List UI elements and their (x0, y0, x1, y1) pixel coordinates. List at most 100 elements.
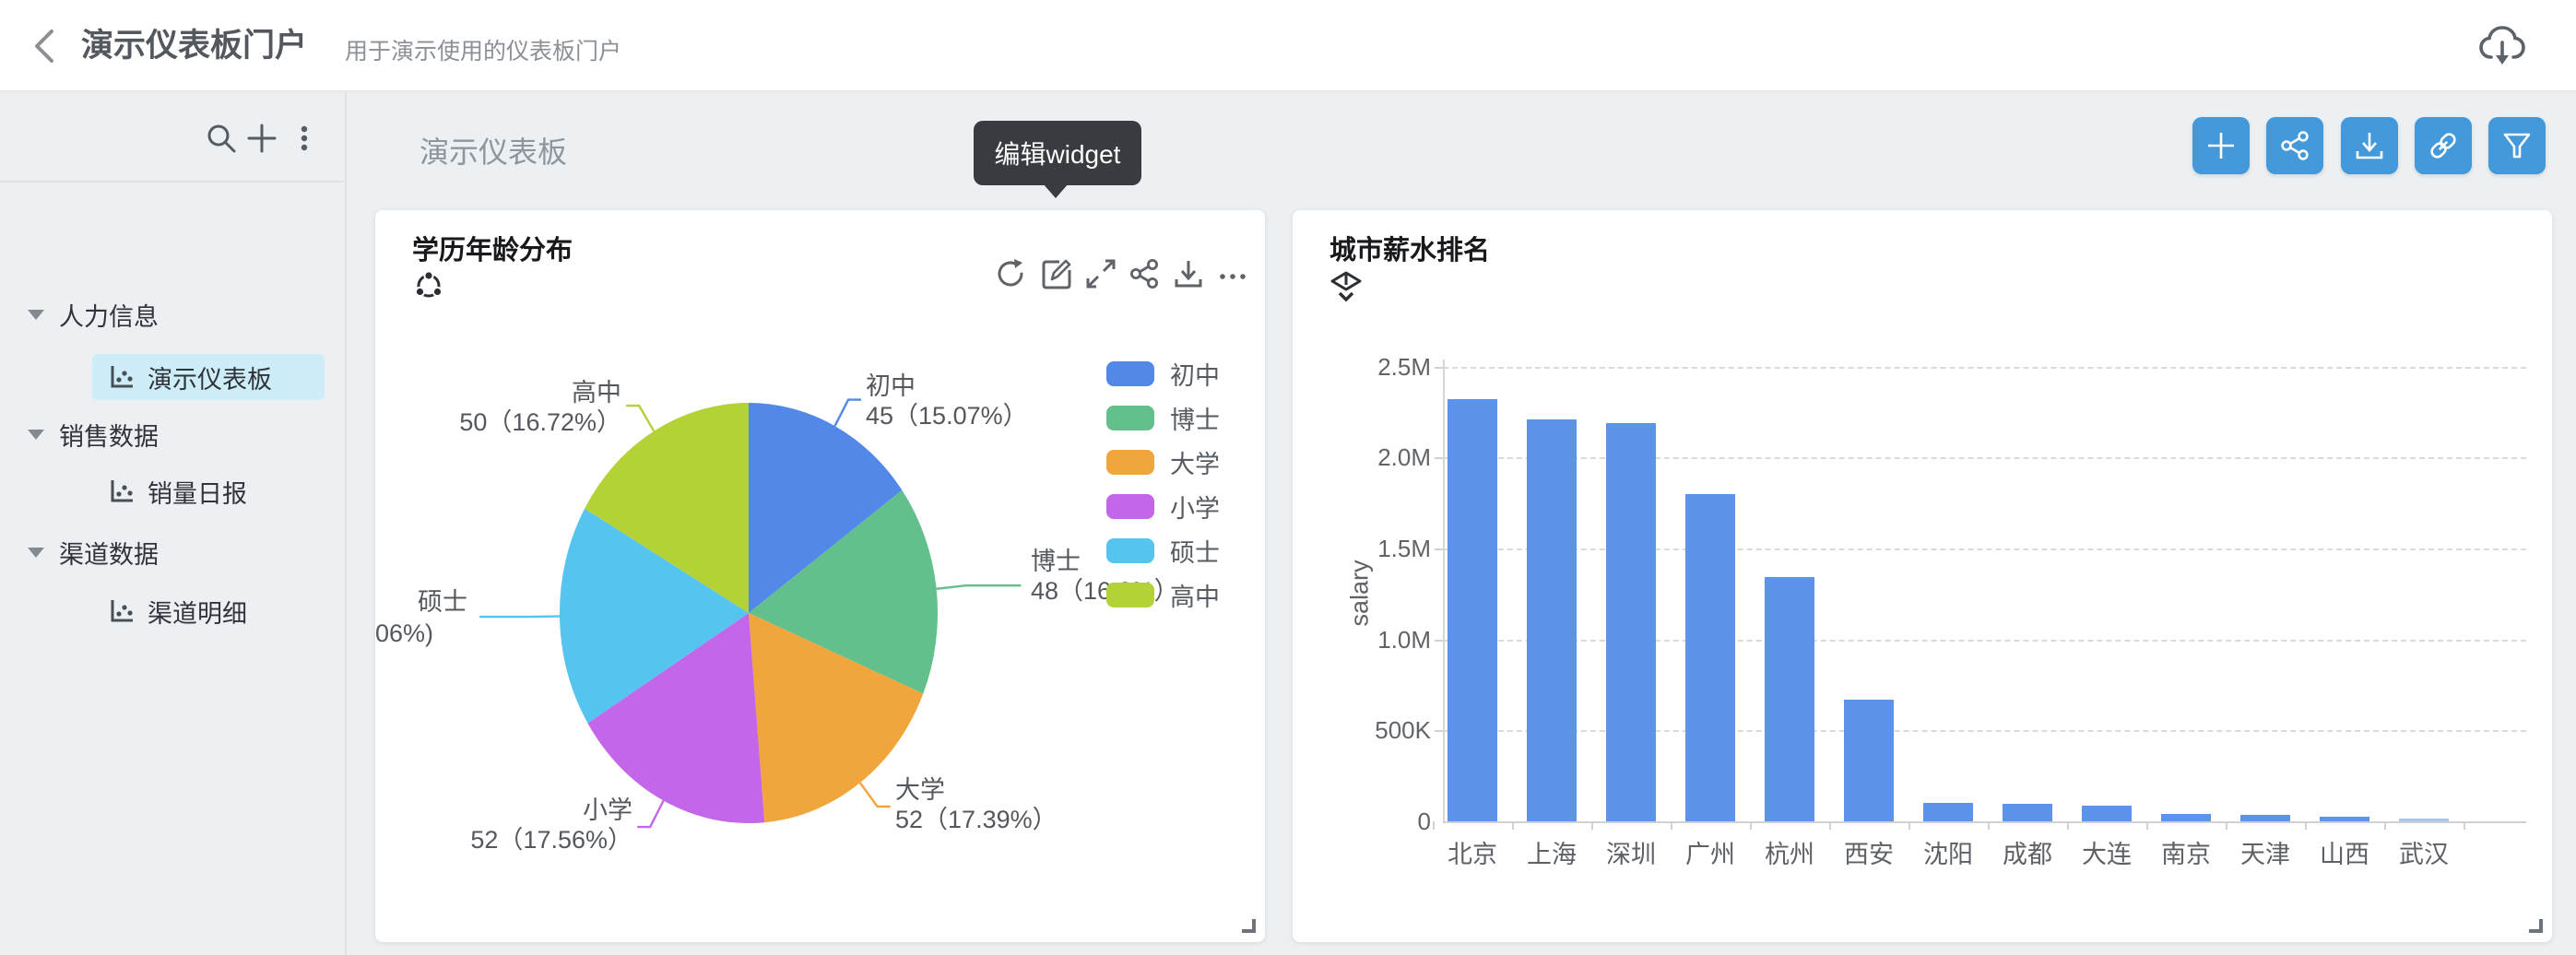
bar-南京[interactable] (2161, 814, 2211, 821)
caret-down-icon[interactable] (28, 547, 44, 558)
legend-swatch (1106, 406, 1154, 430)
x-axis-line (1443, 821, 2526, 823)
gridline (1443, 548, 2526, 550)
tooltip-arrow (1043, 183, 1069, 198)
bar-杭州[interactable] (1765, 577, 1814, 821)
bar-北京[interactable] (1448, 399, 1497, 821)
back-button[interactable] (26, 26, 66, 66)
resize-handle-icon[interactable] (1242, 919, 1256, 933)
x-tick (2305, 821, 2307, 830)
add-widget-button[interactable] (2192, 117, 2250, 174)
more-options-button[interactable] (1215, 256, 1250, 291)
x-tick-label: 沈阳 (1923, 841, 1973, 868)
x-tick (2067, 821, 2069, 830)
pie-slice-高中[interactable] (585, 403, 749, 613)
x-tick (2464, 821, 2465, 830)
panel-title: 学历年龄分布 (412, 236, 573, 265)
pie-slice-初中[interactable] (749, 403, 903, 613)
portal-title: 演示仪表板门户 (81, 28, 308, 64)
y-tick-label: 1.0M (1377, 625, 1431, 654)
tree-group-label: 人力信息 (59, 302, 159, 331)
share-button[interactable] (2266, 117, 2323, 174)
tree-group-label: 销售数据 (59, 422, 159, 451)
filter-icon (2503, 133, 2531, 159)
bar-武汉[interactable] (2399, 819, 2449, 821)
bar-上海[interactable] (1527, 419, 1577, 821)
bar-山西[interactable] (2320, 817, 2369, 821)
tree-item-demo-dashboard[interactable]: 演示仪表板 (92, 354, 325, 400)
panel-title: 城市薪水排名 (1329, 236, 1491, 265)
x-tick (1988, 821, 1990, 830)
y-tick (1435, 548, 1443, 550)
y-axis-title: salary (1345, 560, 1374, 627)
legend-label: 大学 (1170, 451, 1220, 478)
x-tick (1750, 821, 1752, 830)
add-button[interactable] (245, 122, 278, 155)
caret-down-icon[interactable] (28, 429, 44, 440)
sidebar-icon-row (0, 92, 345, 183)
bar-广州[interactable] (1685, 494, 1735, 821)
pie-label-line (858, 782, 891, 808)
legend-label: 初中 (1170, 362, 1220, 390)
search-icon (207, 124, 236, 153)
portal-subtitle: 用于演示使用的仪表板门户 (345, 39, 622, 65)
legend-item-博士[interactable]: 博士 (1106, 400, 1220, 436)
tree-group-sales[interactable]: 销售数据 (28, 411, 159, 457)
tree-group-hr[interactable]: 人力信息 (28, 291, 159, 337)
top-header: 演示仪表板门户 用于演示使用的仪表板门户 (0, 0, 2576, 92)
bar-西安[interactable] (1844, 700, 1894, 821)
legend-item-小学[interactable]: 小学 (1106, 489, 1220, 525)
pie-label-line (637, 799, 665, 829)
expand-button[interactable] (1083, 256, 1118, 291)
pie-slice-大学[interactable] (749, 613, 924, 823)
legend-item-初中[interactable]: 初中 (1106, 356, 1220, 392)
pie-label-大学: 大学 52（17.39%） (895, 776, 1058, 833)
panel-city-salary: 城市薪水排名 0 500K 1.0M 1.5M 2.0M 2.5M 北京 上海 深圳 广州 杭州 西安… (1293, 210, 2552, 942)
x-tick-label: 北京 (1448, 841, 1497, 868)
x-tick (2384, 821, 2386, 830)
tree-group-channel[interactable]: 渠道数据 (28, 529, 159, 575)
share-icon (2281, 131, 2309, 160)
bar-沈阳[interactable] (1923, 803, 1973, 821)
export-widget-button[interactable] (1171, 256, 1206, 291)
download-button[interactable] (2341, 117, 2398, 174)
refresh-button[interactable] (993, 256, 1028, 291)
pie-slice-硕士[interactable] (559, 508, 749, 724)
y-tick (1435, 730, 1443, 733)
pie-slice-博士[interactable] (749, 489, 939, 694)
pie-label-line (626, 404, 656, 432)
edit-widget-button[interactable] (1039, 256, 1074, 291)
tree-item-channel-detail[interactable]: 渠道明细 (92, 588, 325, 634)
more-menu-button[interactable] (288, 122, 321, 155)
filter-button[interactable] (2488, 117, 2546, 174)
legend-item-大学[interactable]: 大学 (1106, 444, 1220, 480)
bar-天津[interactable] (2240, 815, 2290, 821)
tree-leaf-label: 销量日报 (148, 479, 247, 508)
y-axis-line (1443, 359, 1445, 823)
gridline (1443, 366, 2526, 369)
legend-item-硕士[interactable]: 硕士 (1106, 533, 1220, 569)
bar-大连[interactable] (2082, 806, 2132, 821)
pie-label-硕士: 硕士 (418, 588, 467, 616)
y-tick-label: 1.5M (1377, 534, 1431, 562)
x-tick (2226, 821, 2227, 830)
plus-icon (2208, 133, 2234, 159)
drill-down-icon[interactable] (1329, 269, 1363, 306)
share-widget-button[interactable] (1127, 256, 1162, 291)
pie-slice-小学[interactable] (587, 613, 765, 824)
caret-down-icon[interactable] (28, 309, 44, 320)
x-tick-label: 大连 (2082, 841, 2132, 868)
legend-swatch (1106, 361, 1154, 386)
resize-handle-icon[interactable] (2529, 919, 2543, 933)
legend-item-高中[interactable]: 高中 (1106, 577, 1220, 613)
bar-成都[interactable] (2003, 804, 2052, 821)
bar-深圳[interactable] (1606, 423, 1656, 821)
link-button[interactable] (2415, 117, 2472, 174)
tree-item-sales-daily[interactable]: 销量日报 (92, 468, 325, 514)
search-button[interactable] (205, 122, 238, 155)
cloud-download-button[interactable] (2478, 24, 2526, 68)
download-icon (2356, 133, 2383, 159)
linkage-icon[interactable] (412, 269, 445, 306)
chevron-left-icon (35, 29, 53, 63)
